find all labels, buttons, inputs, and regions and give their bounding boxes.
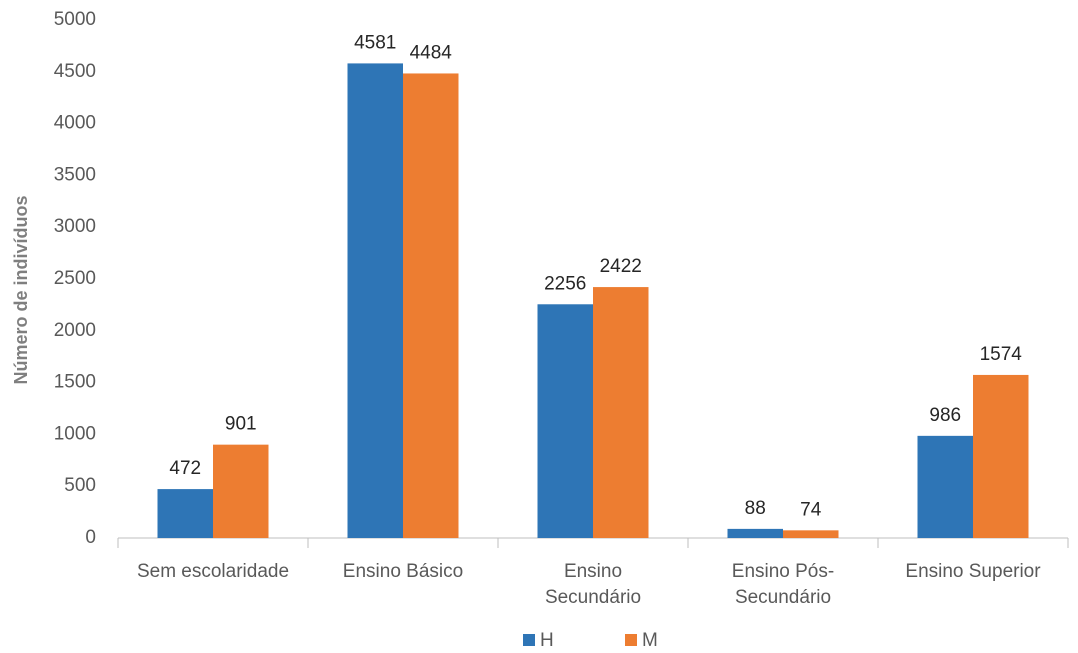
x-tick-label: Sem escolaridade <box>136 561 290 582</box>
legend-swatch <box>523 634 535 646</box>
data-label: 88 <box>745 498 766 519</box>
data-label: 1574 <box>980 344 1023 365</box>
y-tick-label: 500 <box>64 475 96 496</box>
x-tick-label: Ensino Superior <box>905 561 1041 582</box>
y-tick-label: 3500 <box>54 164 96 185</box>
bar <box>783 530 839 538</box>
data-label: 4581 <box>354 32 396 53</box>
y-axis-title: Número de indivíduos <box>11 195 31 384</box>
y-tick-label: 3000 <box>54 216 96 237</box>
bar <box>403 73 459 538</box>
y-tick-label: 1000 <box>54 423 96 444</box>
data-label: 74 <box>800 499 822 520</box>
data-label: 472 <box>169 458 201 479</box>
bar <box>157 489 213 538</box>
x-tick-label: Ensino Secundário <box>544 561 642 608</box>
y-tick-label: 2000 <box>54 320 96 341</box>
x-tick-label: Ensino Pós- Secundário <box>731 561 835 608</box>
y-tick-label: 4000 <box>54 113 96 134</box>
legend-label: M <box>642 630 658 651</box>
bar <box>917 435 973 538</box>
data-label: 986 <box>929 405 961 426</box>
y-tick-label: 4500 <box>54 61 96 82</box>
legend-label: H <box>540 630 554 651</box>
bar <box>593 287 649 538</box>
y-tick-label: 0 <box>85 527 96 548</box>
legend-swatch <box>625 634 637 646</box>
y-tick-label: 1500 <box>54 372 96 393</box>
bar <box>347 63 403 539</box>
data-label: 901 <box>225 414 257 435</box>
data-label: 2422 <box>600 256 642 277</box>
y-tick-label: 2500 <box>54 268 96 289</box>
bar <box>537 304 593 538</box>
y-tick-label: 5000 <box>54 9 96 30</box>
data-label: 4484 <box>410 42 453 63</box>
bar <box>973 374 1029 538</box>
data-label: 2256 <box>544 273 586 294</box>
bar <box>213 444 269 538</box>
bar <box>727 528 783 538</box>
x-tick-label: Ensino Básico <box>342 561 464 582</box>
